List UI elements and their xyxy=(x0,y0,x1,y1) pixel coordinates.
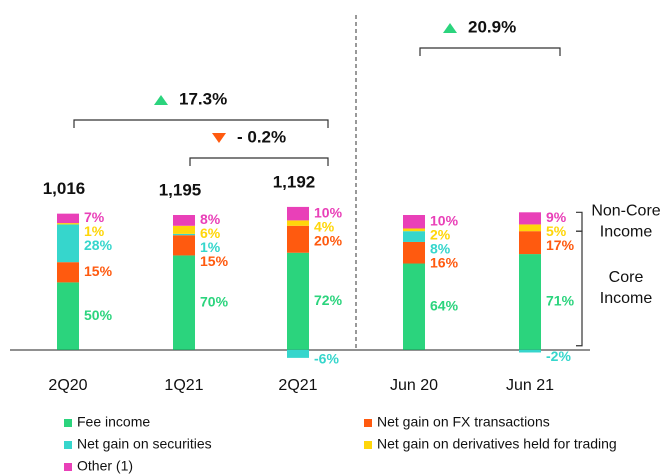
value-label: 15% xyxy=(200,253,229,269)
bar-segment xyxy=(173,225,195,234)
bar-segment xyxy=(287,252,309,350)
total-label: 1,195 xyxy=(159,180,202,199)
bar-segment xyxy=(173,235,195,256)
bar-segment xyxy=(519,254,541,350)
bar-segment xyxy=(57,213,79,224)
bar-segment xyxy=(519,212,541,225)
value-label: 10% xyxy=(430,212,459,228)
side-bracket xyxy=(576,230,583,347)
value-label: 2% xyxy=(430,226,451,242)
side-label: Income xyxy=(600,223,653,240)
trend-arrow xyxy=(212,133,226,143)
value-label: 17% xyxy=(546,237,575,253)
bar-segment xyxy=(519,224,541,232)
bracket xyxy=(189,157,329,166)
value-label: 71% xyxy=(546,293,575,309)
value-label: 7% xyxy=(84,209,105,225)
value-label: 4% xyxy=(314,218,335,234)
bar-segment xyxy=(403,231,425,242)
legend-swatch xyxy=(364,441,372,449)
legend-label: Other (1) xyxy=(77,458,133,474)
value-label: 50% xyxy=(84,307,113,323)
legend-swatch xyxy=(64,463,72,471)
bar-segment xyxy=(287,220,309,226)
bar-segment xyxy=(287,349,309,358)
bar-segment xyxy=(57,223,79,225)
x-tick-label: Jun 20 xyxy=(390,377,438,394)
legend-swatch xyxy=(364,419,372,427)
value-label: 72% xyxy=(314,292,343,308)
trend-arrow xyxy=(154,95,168,105)
bar-segment xyxy=(57,282,79,350)
bar-segment xyxy=(57,262,79,283)
growth-label: 20.9% xyxy=(468,17,516,36)
value-label: 64% xyxy=(430,297,459,313)
value-label: 1% xyxy=(84,223,105,239)
value-label: 16% xyxy=(430,254,459,270)
trend-arrow xyxy=(443,23,457,33)
bar-segment xyxy=(403,228,425,232)
side-bracket xyxy=(576,211,583,232)
legend-label: Fee income xyxy=(77,414,150,430)
side-label: Core xyxy=(609,269,644,286)
x-tick-label: 2Q21 xyxy=(278,377,317,394)
side-label: Non-Core xyxy=(591,202,660,219)
total-label: 1,016 xyxy=(43,179,86,198)
bar-segment xyxy=(519,349,541,353)
value-label: -2% xyxy=(546,348,571,364)
bar-segment xyxy=(173,233,195,236)
growth-label: 17.3% xyxy=(179,89,227,108)
bar-segment xyxy=(519,231,541,255)
value-label: 70% xyxy=(200,293,229,309)
bar-segment xyxy=(403,263,425,350)
value-label: 9% xyxy=(546,209,567,225)
legend-label: Net gain on derivatives held for trading xyxy=(377,436,617,452)
growth-label: - 0.2% xyxy=(237,127,286,146)
value-label: 10% xyxy=(314,204,343,220)
legend-swatch xyxy=(64,419,72,427)
value-label: 1% xyxy=(200,239,221,255)
bar-segment xyxy=(403,241,425,264)
value-label: -6% xyxy=(314,351,339,367)
value-label: 8% xyxy=(200,211,221,227)
bar-segment xyxy=(173,215,195,226)
bar-segment xyxy=(287,206,309,221)
x-tick-label: Jun 21 xyxy=(506,377,554,394)
x-tick-label: 1Q21 xyxy=(164,377,203,394)
bar-segment xyxy=(287,225,309,253)
bracket xyxy=(419,47,561,56)
value-label: 15% xyxy=(84,263,113,279)
bar-segment xyxy=(173,255,195,350)
value-label: 28% xyxy=(84,237,113,253)
bar-segment xyxy=(57,224,79,263)
bracket xyxy=(73,119,329,128)
side-label: Income xyxy=(600,290,653,307)
total-label: 1,192 xyxy=(273,172,316,191)
legend-swatch xyxy=(64,441,72,449)
bar-segment xyxy=(403,215,425,229)
legend-label: Net gain on securities xyxy=(77,436,212,452)
value-label: 6% xyxy=(200,225,221,241)
value-label: 20% xyxy=(314,232,343,248)
x-tick-label: 2Q20 xyxy=(48,377,87,394)
value-label: 5% xyxy=(546,223,567,239)
legend-label: Net gain on FX transactions xyxy=(377,414,550,430)
value-label: 8% xyxy=(430,240,451,256)
